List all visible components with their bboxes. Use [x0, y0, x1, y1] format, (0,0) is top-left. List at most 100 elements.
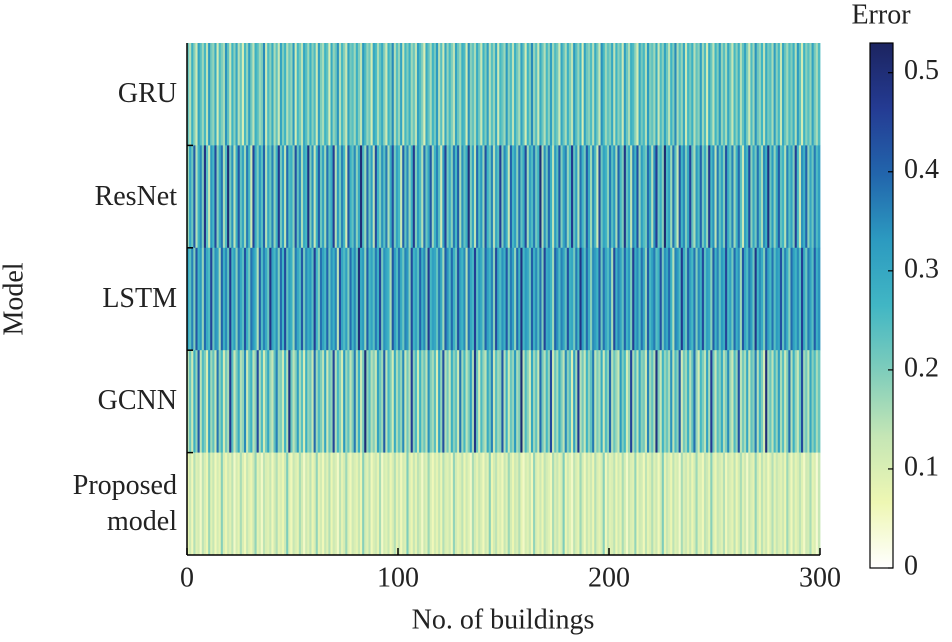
heat-cell	[389, 350, 393, 453]
heat-cell	[290, 43, 293, 146]
heat-cell	[587, 247, 591, 351]
heat-cell	[471, 43, 475, 146]
heat-cell	[319, 145, 323, 249]
heat-cell	[197, 43, 201, 146]
heat-cell	[811, 350, 815, 453]
heat-cell	[269, 247, 272, 351]
heat-cell	[716, 145, 720, 249]
heat-cell	[623, 43, 627, 146]
x-axis-label: No. of buildings	[412, 604, 595, 635]
heat-cell	[722, 452, 726, 556]
heat-cell	[714, 247, 718, 351]
heat-cell	[406, 145, 409, 249]
heat-cell	[189, 350, 192, 453]
heat-cell	[621, 43, 625, 146]
heat-cell	[535, 350, 538, 453]
colorbar-tick-label: 0	[904, 550, 918, 581]
heat-cell	[533, 145, 536, 249]
heat-cell	[364, 350, 367, 453]
heat-cell	[714, 145, 718, 249]
heat-cell	[385, 452, 388, 556]
heat-cell	[368, 452, 371, 556]
heat-cell	[376, 43, 380, 146]
heat-cell	[372, 43, 376, 146]
heat-cell	[208, 452, 211, 556]
heat-cell	[448, 43, 452, 146]
heat-cell	[718, 247, 722, 351]
heat-cell	[798, 350, 802, 453]
heat-cell	[756, 452, 760, 556]
heat-cell	[267, 350, 270, 453]
heat-cell	[579, 43, 582, 146]
heat-cell	[541, 43, 544, 146]
heat-cell	[383, 452, 386, 556]
heat-cell	[398, 452, 401, 556]
heat-cell	[330, 43, 333, 146]
heat-cell	[435, 145, 439, 249]
heat-cell	[231, 350, 234, 453]
heat-cell	[193, 247, 196, 351]
heat-cell	[760, 145, 764, 249]
heat-cell	[218, 247, 222, 351]
heat-cell	[564, 43, 568, 146]
heat-cell	[554, 43, 557, 146]
heat-cell	[427, 43, 431, 146]
heat-cell	[286, 350, 289, 453]
heat-cell	[594, 145, 597, 249]
heat-cell	[216, 43, 220, 146]
heat-cell	[659, 43, 663, 146]
heat-cell	[273, 145, 277, 249]
heat-cell	[539, 43, 542, 146]
heat-cell	[400, 145, 403, 249]
heat-cell	[328, 350, 331, 453]
heat-cell	[739, 43, 743, 146]
heat-cell	[526, 145, 530, 249]
heat-cell	[459, 350, 462, 453]
heat-cell	[260, 43, 264, 146]
heat-cell	[288, 452, 291, 556]
heat-cell	[794, 350, 798, 453]
heat-cell	[651, 247, 654, 351]
heat-cell	[328, 43, 331, 146]
heat-cell	[644, 350, 648, 453]
heat-cell	[611, 43, 614, 146]
heat-cell	[583, 350, 587, 453]
heat-cell	[638, 452, 642, 556]
heat-cell	[752, 43, 755, 146]
heat-cell	[256, 145, 260, 249]
heat-cell	[798, 145, 802, 249]
heat-cell	[383, 145, 386, 249]
heat-cell	[691, 350, 694, 453]
heat-cell	[649, 350, 652, 453]
heat-cell	[484, 350, 488, 453]
heat-cell	[503, 452, 507, 556]
heat-cell	[290, 350, 293, 453]
heat-cell	[319, 43, 323, 146]
heat-cell	[547, 350, 551, 453]
heat-cell	[727, 43, 730, 146]
heat-cell	[220, 452, 224, 556]
heat-cell	[769, 247, 772, 351]
heat-cell	[233, 145, 236, 249]
heat-cell	[476, 247, 479, 351]
heat-cell	[431, 247, 435, 351]
heat-cell	[775, 43, 779, 146]
heat-cell	[233, 43, 236, 146]
heat-cell	[592, 43, 595, 146]
heat-cell	[187, 43, 190, 146]
heat-cell	[492, 452, 496, 556]
heat-cell	[731, 43, 734, 146]
heat-cell	[689, 247, 692, 351]
heat-cell	[419, 145, 422, 249]
heat-cell	[792, 145, 796, 249]
heat-cell	[623, 452, 627, 556]
heat-cell	[758, 452, 762, 556]
heat-cell	[292, 452, 296, 556]
heat-cell	[298, 350, 302, 453]
heat-cell	[250, 43, 253, 146]
heat-cell	[425, 350, 428, 453]
heat-cell	[414, 452, 418, 556]
heat-cell	[216, 452, 220, 556]
heat-cell	[419, 43, 422, 146]
heat-cell	[701, 247, 705, 351]
